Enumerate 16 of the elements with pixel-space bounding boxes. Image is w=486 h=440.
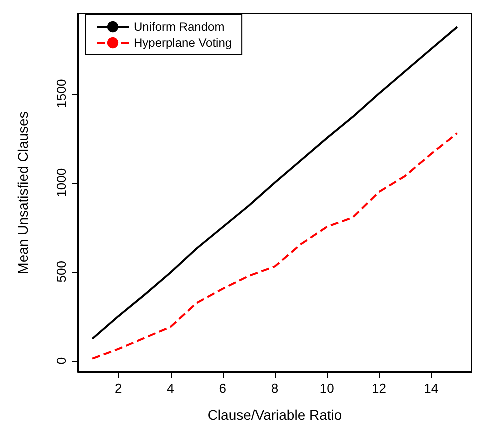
line-series xyxy=(92,132,458,360)
x-tick-label: 2 xyxy=(115,381,122,396)
y-tick-label: 1000 xyxy=(54,168,69,198)
x-axis-title: Clause/Variable Ratio xyxy=(208,407,342,423)
y-axis-title: Mean Unsatisfied Clauses xyxy=(15,112,31,274)
x-tick-label: 4 xyxy=(167,381,174,396)
legend-label: Uniform Random xyxy=(134,20,225,34)
x-tick-label: 14 xyxy=(424,381,439,396)
x-tick-label: 6 xyxy=(219,381,226,396)
y-tick-label: 0 xyxy=(54,357,69,365)
x-tick-label: 8 xyxy=(271,381,279,396)
x-tick-label: 10 xyxy=(320,381,334,396)
y-tick-label: 500 xyxy=(54,261,69,283)
legend-label: Hyperplane Voting xyxy=(134,36,232,50)
y-tick-label: 1500 xyxy=(54,79,69,108)
x-tick-label: 12 xyxy=(372,381,386,396)
